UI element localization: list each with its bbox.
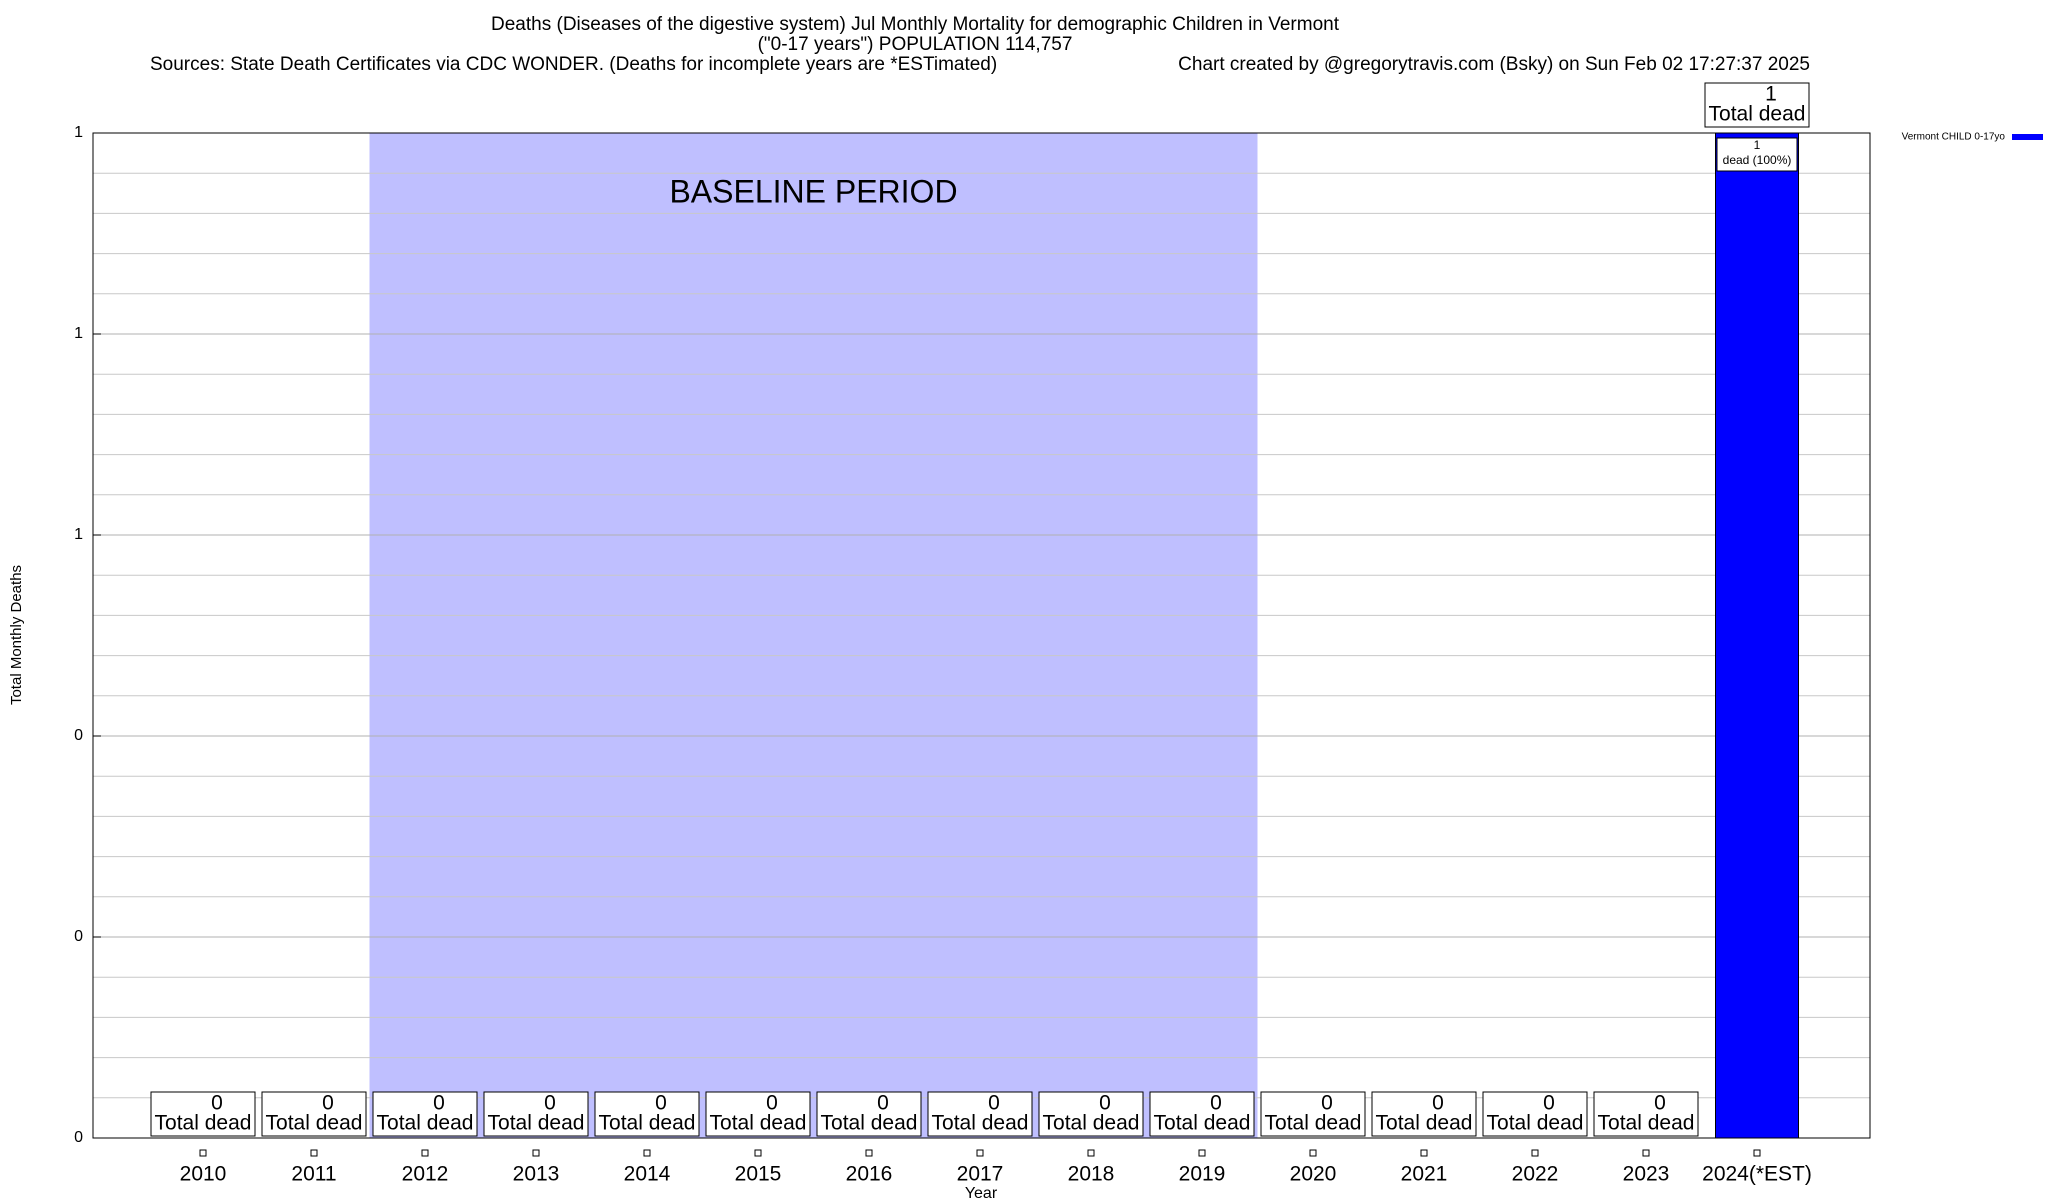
value-label: 0 [1210, 1092, 1222, 1115]
value-label-text: Total dead [599, 1112, 696, 1135]
label-box [1260, 1091, 1366, 1137]
value-label: 0 [211, 1092, 223, 1115]
x-tick-marker [865, 1149, 873, 1157]
x-tick-label: 2014 [624, 1163, 671, 1186]
label-box [1482, 1091, 1588, 1137]
y-tick-label: 1 [74, 526, 83, 543]
x-tick-label: 2021 [1401, 1163, 1448, 1186]
credit: Chart created by @gregorytravis.com (Bsk… [1178, 54, 1810, 75]
legend-swatch [2012, 134, 2043, 140]
y-tick-label: 0 [74, 727, 83, 744]
chart-subtitle: ("0-17 years") POPULATION 114,757 [758, 34, 1073, 55]
label-box [594, 1091, 700, 1137]
x-tick-marker [643, 1149, 651, 1157]
value-label-text: Total dead [1487, 1112, 1584, 1135]
label-box [1704, 82, 1810, 128]
baseline-label: BASELINE PERIOD [669, 173, 957, 209]
x-axis-label: Year [965, 1185, 998, 1200]
label-box [261, 1091, 367, 1137]
x-tick-marker [199, 1149, 207, 1157]
value-label-text: Total dead [1265, 1112, 1362, 1135]
chart-title: Deaths (Diseases of the digestive system… [491, 14, 1340, 35]
value-label-text: Total dead [155, 1112, 252, 1135]
baseline-region [369, 133, 1258, 1138]
x-tick-marker [1309, 1149, 1317, 1157]
y-tick-label: 0 [74, 1129, 83, 1146]
label-box [1716, 137, 1798, 172]
value-label-text: Total dead [821, 1112, 918, 1135]
label-box [927, 1091, 1033, 1137]
source: Sources: State Death Certificates via CD… [150, 54, 997, 75]
value-label-text: Total dead [1043, 1112, 1140, 1135]
label-box [705, 1091, 811, 1137]
label-box [1593, 1091, 1699, 1137]
value-label: 0 [655, 1092, 667, 1115]
x-tick-marker [1087, 1149, 1095, 1157]
value-label: 0 [322, 1092, 334, 1115]
value-label-text: Total dead [932, 1112, 1029, 1135]
x-tick-label: 2012 [402, 1163, 449, 1186]
x-tick-label: 2010 [180, 1163, 227, 1186]
x-tick-marker [754, 1149, 762, 1157]
x-tick-marker [1198, 1149, 1206, 1157]
value-label-text: Total dead [488, 1112, 585, 1135]
x-tick-marker [310, 1149, 318, 1157]
label-box [1371, 1091, 1477, 1137]
x-tick-label: 2023 [1623, 1163, 1670, 1186]
value-label: 0 [1321, 1092, 1333, 1115]
bar-inner-value: 1 [1754, 138, 1761, 152]
y-tick-label: 1 [74, 124, 83, 141]
legend-label: Vermont CHILD 0-17yo [1902, 132, 2006, 143]
label-box [150, 1091, 256, 1137]
x-tick-label: 2017 [957, 1163, 1004, 1186]
x-tick-marker [1753, 1149, 1761, 1157]
x-tick-label: 2013 [513, 1163, 560, 1186]
x-tick-marker [421, 1149, 429, 1157]
bar-inner-percent: dead (100%) [1723, 153, 1792, 167]
value-label: 0 [877, 1092, 889, 1115]
value-label-text: Total dead [266, 1112, 363, 1135]
value-label: 0 [1432, 1092, 1444, 1115]
value-label: 0 [1654, 1092, 1666, 1115]
value-label-text: Total dead [1376, 1112, 1473, 1135]
value-label-text: Total dead [1154, 1112, 1251, 1135]
label-box [372, 1091, 478, 1137]
label-box [1038, 1091, 1144, 1137]
x-tick-label: 2018 [1068, 1163, 1115, 1186]
value-label-text: Total dead [377, 1112, 474, 1135]
value-label-text: Total dead [1709, 103, 1806, 126]
value-label-text: Total dead [1598, 1112, 1695, 1135]
plot-frame [92, 132, 1871, 1139]
x-tick-label: 2024(*EST) [1702, 1163, 1812, 1186]
x-tick-label: 2016 [846, 1163, 893, 1186]
label-box [816, 1091, 922, 1137]
label-box [483, 1091, 589, 1137]
y-axis-label: Total Monthly Deaths [8, 565, 25, 705]
x-tick-label: 2022 [1512, 1163, 1559, 1186]
value-label: 0 [1543, 1092, 1555, 1115]
y-tick-label: 1 [74, 325, 83, 342]
value-label: 0 [433, 1092, 445, 1115]
x-tick-marker [532, 1149, 540, 1157]
x-tick-label: 2015 [735, 1163, 782, 1186]
label-box [1149, 1091, 1255, 1137]
x-tick-label: 2020 [1290, 1163, 1337, 1186]
x-tick-marker [1642, 1149, 1650, 1157]
y-tick-label: 0 [74, 928, 83, 945]
bar [1715, 132, 1799, 1139]
value-label: 0 [988, 1092, 1000, 1115]
value-label-text: Total dead [710, 1112, 807, 1135]
value-label: 0 [544, 1092, 556, 1115]
x-tick-marker [976, 1149, 984, 1157]
value-label: 0 [1099, 1092, 1111, 1115]
x-tick-marker [1531, 1149, 1539, 1157]
value-label: 0 [766, 1092, 778, 1115]
x-tick-label: 2011 [291, 1163, 336, 1186]
x-tick-label: 2019 [1179, 1163, 1226, 1186]
x-tick-marker [1420, 1149, 1428, 1157]
value-label: 1 [1765, 83, 1777, 106]
